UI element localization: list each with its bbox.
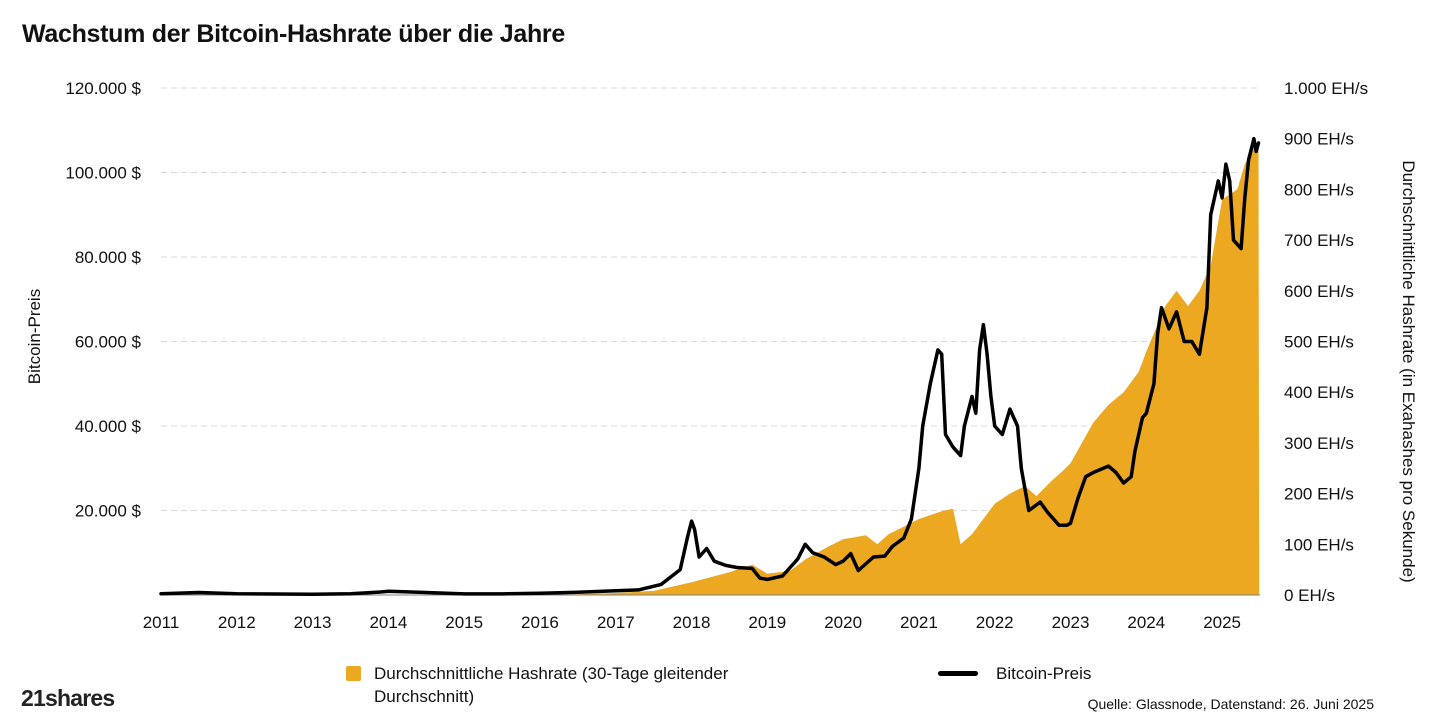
x-tick-label: 2013 bbox=[294, 613, 332, 632]
left-tick-label: 60.000 $ bbox=[75, 333, 142, 352]
x-tick-label: 2019 bbox=[748, 613, 786, 632]
x-tick-label: 2023 bbox=[1052, 613, 1090, 632]
right-tick-label: 300 EH/s bbox=[1284, 434, 1354, 453]
right-tick-label: 800 EH/s bbox=[1284, 180, 1354, 199]
x-tick-label: 2024 bbox=[1127, 613, 1165, 632]
right-tick-label: 600 EH/s bbox=[1284, 282, 1354, 301]
chart-title: Wachstum der Bitcoin-Hashrate über die J… bbox=[22, 20, 565, 48]
right-tick-label: 1.000 EH/s bbox=[1284, 79, 1368, 98]
price-line bbox=[159, 136, 1261, 596]
left-tick-label: 80.000 $ bbox=[75, 248, 142, 267]
x-tick-label: 2017 bbox=[597, 613, 635, 632]
right-axis-label: Durchschnittliche Hashrate (in Exahashes… bbox=[1399, 160, 1418, 582]
brand-logo: 21shares bbox=[21, 685, 115, 711]
left-axis-label: Bitcoin-Preis bbox=[25, 289, 44, 384]
right-tick-label: 900 EH/s bbox=[1284, 130, 1354, 149]
legend-swatch-hashrate bbox=[346, 666, 361, 681]
x-tick-label: 2016 bbox=[521, 613, 559, 632]
x-tick-label: 2011 bbox=[143, 613, 180, 632]
x-tick-label: 2015 bbox=[445, 613, 483, 632]
hashrate-area bbox=[161, 143, 1260, 596]
right-tick-label: 200 EH/s bbox=[1284, 485, 1354, 504]
x-tick-label: 2014 bbox=[369, 613, 407, 632]
legend-swatch-price bbox=[938, 671, 978, 676]
x-tick-label: 2022 bbox=[976, 613, 1014, 632]
legend-label-price: Bitcoin-Preis bbox=[996, 664, 1092, 683]
x-tick-label: 2018 bbox=[673, 613, 711, 632]
x-tick-label: 2021 bbox=[900, 613, 938, 632]
right-tick-label: 500 EH/s bbox=[1284, 333, 1354, 352]
left-tick-label: 40.000 $ bbox=[75, 417, 142, 436]
left-tick-label: 100.000 $ bbox=[65, 164, 141, 183]
right-tick-label: 0 EH/s bbox=[1284, 586, 1335, 605]
left-tick-label: 20.000 $ bbox=[75, 502, 142, 521]
x-tick-label: 2025 bbox=[1203, 613, 1241, 632]
right-tick-label: 700 EH/s bbox=[1284, 231, 1354, 250]
right-tick-label: 100 EH/s bbox=[1284, 535, 1354, 554]
legend-label-hashrate: Durchschnittliche Hashrate (30-Tage glei… bbox=[374, 664, 729, 706]
right-tick-label: 400 EH/s bbox=[1284, 383, 1354, 402]
source-note: Quelle: Glassnode, Datenstand: 26. Juni … bbox=[1087, 696, 1374, 712]
left-tick-label: 120.000 $ bbox=[65, 79, 141, 98]
x-tick-label: 2020 bbox=[824, 613, 862, 632]
x-tick-label: 2012 bbox=[218, 613, 256, 632]
